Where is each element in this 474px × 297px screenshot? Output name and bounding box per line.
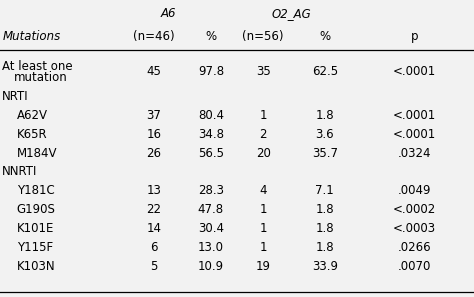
Text: 97.8: 97.8 [198, 65, 224, 78]
Text: .0070: .0070 [398, 260, 431, 273]
Text: 3.6: 3.6 [315, 128, 334, 141]
Text: 33.9: 33.9 [312, 260, 337, 273]
Text: 16: 16 [146, 128, 162, 141]
Text: <.0002: <.0002 [393, 203, 437, 216]
Text: 1: 1 [259, 109, 267, 122]
Text: NNRTI: NNRTI [2, 165, 38, 178]
Text: (n=46): (n=46) [133, 30, 175, 43]
Text: 56.5: 56.5 [198, 147, 224, 159]
Text: Y181C: Y181C [17, 184, 55, 197]
Text: K103N: K103N [17, 260, 55, 273]
Text: 1: 1 [259, 203, 267, 216]
Text: A62V: A62V [17, 109, 47, 122]
Text: 22: 22 [146, 203, 162, 216]
Text: NRTI: NRTI [2, 90, 29, 103]
Text: %: % [205, 30, 217, 43]
Text: 4: 4 [259, 184, 267, 197]
Text: 6: 6 [150, 241, 158, 254]
Text: 62.5: 62.5 [311, 65, 338, 78]
Text: 35.7: 35.7 [312, 147, 337, 159]
Text: K65R: K65R [17, 128, 47, 141]
Text: 1.8: 1.8 [315, 203, 334, 216]
Text: 13.0: 13.0 [198, 241, 224, 254]
Text: <.0003: <.0003 [393, 222, 436, 235]
Text: .0266: .0266 [398, 241, 431, 254]
Text: K101E: K101E [17, 222, 54, 235]
Text: 19: 19 [255, 260, 271, 273]
Text: O2_AG: O2_AG [272, 7, 311, 20]
Text: mutation: mutation [14, 71, 68, 83]
Text: .0049: .0049 [398, 184, 431, 197]
Text: 1: 1 [259, 241, 267, 254]
Text: 35: 35 [255, 65, 271, 78]
Text: 30.4: 30.4 [198, 222, 224, 235]
Text: 2: 2 [259, 128, 267, 141]
Text: 28.3: 28.3 [198, 184, 224, 197]
Text: G190S: G190S [17, 203, 55, 216]
Text: 10.9: 10.9 [198, 260, 224, 273]
Text: 80.4: 80.4 [198, 109, 224, 122]
Text: 7.1: 7.1 [315, 184, 334, 197]
Text: <.0001: <.0001 [393, 65, 437, 78]
Text: 1: 1 [259, 222, 267, 235]
Text: 1.8: 1.8 [315, 241, 334, 254]
Text: 45: 45 [146, 65, 162, 78]
Text: 5: 5 [150, 260, 158, 273]
Text: 37: 37 [146, 109, 162, 122]
Text: p: p [411, 30, 419, 43]
Text: Mutations: Mutations [2, 30, 61, 43]
Text: M184V: M184V [17, 147, 57, 159]
Text: <.0001: <.0001 [393, 128, 437, 141]
Text: 20: 20 [255, 147, 271, 159]
Text: Y115F: Y115F [17, 241, 53, 254]
Text: 14: 14 [146, 222, 162, 235]
Text: At least one: At least one [2, 60, 73, 73]
Text: 1.8: 1.8 [315, 109, 334, 122]
Text: 1.8: 1.8 [315, 222, 334, 235]
Text: 34.8: 34.8 [198, 128, 224, 141]
Text: (n=56): (n=56) [242, 30, 284, 43]
Text: 26: 26 [146, 147, 162, 159]
Text: <.0001: <.0001 [393, 109, 437, 122]
Text: A6: A6 [161, 7, 176, 20]
Text: .0324: .0324 [398, 147, 431, 159]
Text: 13: 13 [146, 184, 162, 197]
Text: %: % [319, 30, 330, 43]
Text: 47.8: 47.8 [198, 203, 224, 216]
